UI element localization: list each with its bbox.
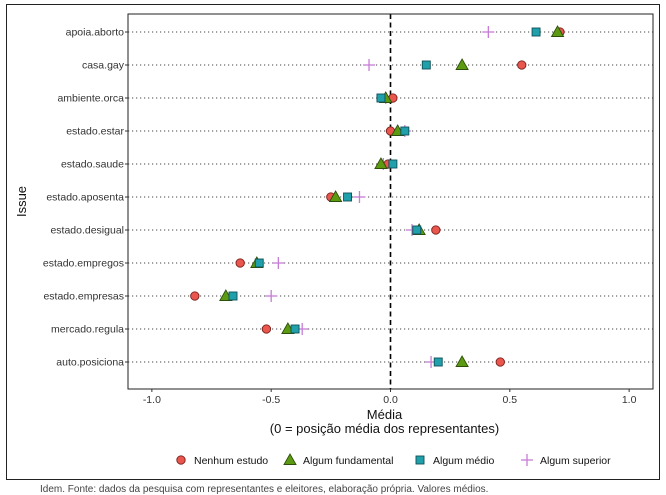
- legend-key-plus: [521, 454, 533, 466]
- y-tick-label: ambiente.orca: [57, 93, 124, 105]
- point-circle: [235, 258, 245, 268]
- point-triangle: [455, 58, 469, 70]
- point-square: [421, 60, 431, 70]
- point-circle: [431, 225, 441, 235]
- x-axis-subtitle: (0 = posição média dos representantes): [270, 421, 499, 436]
- point-circle: [190, 291, 200, 301]
- x-tick-labels: -1.0 -0.5 0.0 0.5 1.0: [143, 389, 637, 406]
- point-square: [531, 27, 541, 37]
- x-tick-label: -0.5: [262, 394, 280, 406]
- x-tick-label: 1.0: [622, 394, 637, 406]
- y-tick-labels: apoia.aborto casa.gay ambiente.orca estado.…: [43, 27, 128, 369]
- legend-key-circle: [176, 455, 186, 465]
- y-tick-label: mercado.regula: [51, 324, 124, 336]
- y-tick-label: estado.empregos: [43, 258, 124, 270]
- y-tick-label: apoia.aborto: [66, 27, 125, 39]
- y-tick-label: auto.posiciona: [56, 357, 124, 369]
- point-circle: [517, 60, 527, 70]
- y-tick-label: estado.empresas: [43, 291, 124, 303]
- legend-label: Nenhum estudo: [194, 455, 268, 467]
- legend-key-square: [415, 455, 425, 465]
- y-tick-label: estado.estar: [66, 126, 124, 138]
- point-triangle: [374, 157, 388, 169]
- figure-caption: Idem. Fonte: dados da pesquisa com repre…: [40, 484, 489, 495]
- legend-item: Algum superior: [521, 454, 611, 467]
- legend-key-triangle: [283, 453, 297, 465]
- point-square: [388, 159, 398, 169]
- legend-label: Algum superior: [540, 455, 611, 467]
- legend-item: Algum médio: [415, 455, 494, 467]
- point-triangle: [328, 190, 343, 202]
- x-tick-label: 0.5: [503, 394, 518, 406]
- point-square: [400, 126, 410, 136]
- legend-item: Algum fundamental: [283, 453, 393, 467]
- point-square: [228, 291, 238, 301]
- legend-item: Nenhum estudo: [176, 455, 268, 467]
- point-square: [343, 192, 352, 202]
- y-tick-label: estado.aposenta: [46, 192, 124, 204]
- point-square: [290, 324, 300, 334]
- point-circle: [495, 357, 505, 367]
- x-axis-title: Média: [367, 407, 403, 422]
- point-square: [254, 258, 264, 268]
- point-triangle: [455, 355, 469, 367]
- y-tick-label: estado.desigual: [50, 225, 124, 237]
- y-axis-title: Issue: [14, 186, 29, 217]
- y-tick-label: casa.gay: [82, 60, 125, 72]
- point-plus: [272, 257, 285, 269]
- point-circle: [261, 324, 272, 334]
- point-square: [376, 93, 386, 103]
- point-plus: [363, 59, 376, 71]
- x-tick-label: 0.0: [383, 394, 398, 406]
- legend: Nenhum estudo Algum fundamental Algum médi…: [176, 453, 611, 467]
- x-tick-label: -1.0: [143, 394, 161, 406]
- data-points: [190, 25, 565, 368]
- point-square: [433, 357, 443, 367]
- point-triangle: [550, 25, 565, 37]
- chart-frame: apoia.aborto casa.gay ambiente.orca estado.…: [6, 4, 660, 480]
- legend-label: Algum fundamental: [303, 455, 393, 467]
- point-plus: [265, 290, 278, 302]
- point-plus: [353, 191, 366, 203]
- y-tick-label: estado.saude: [61, 159, 124, 171]
- chart-svg: apoia.aborto casa.gay ambiente.orca estado.…: [14, 13, 654, 467]
- point-square: [412, 225, 422, 235]
- legend-label: Algum médio: [433, 455, 494, 467]
- point-plus: [482, 26, 495, 38]
